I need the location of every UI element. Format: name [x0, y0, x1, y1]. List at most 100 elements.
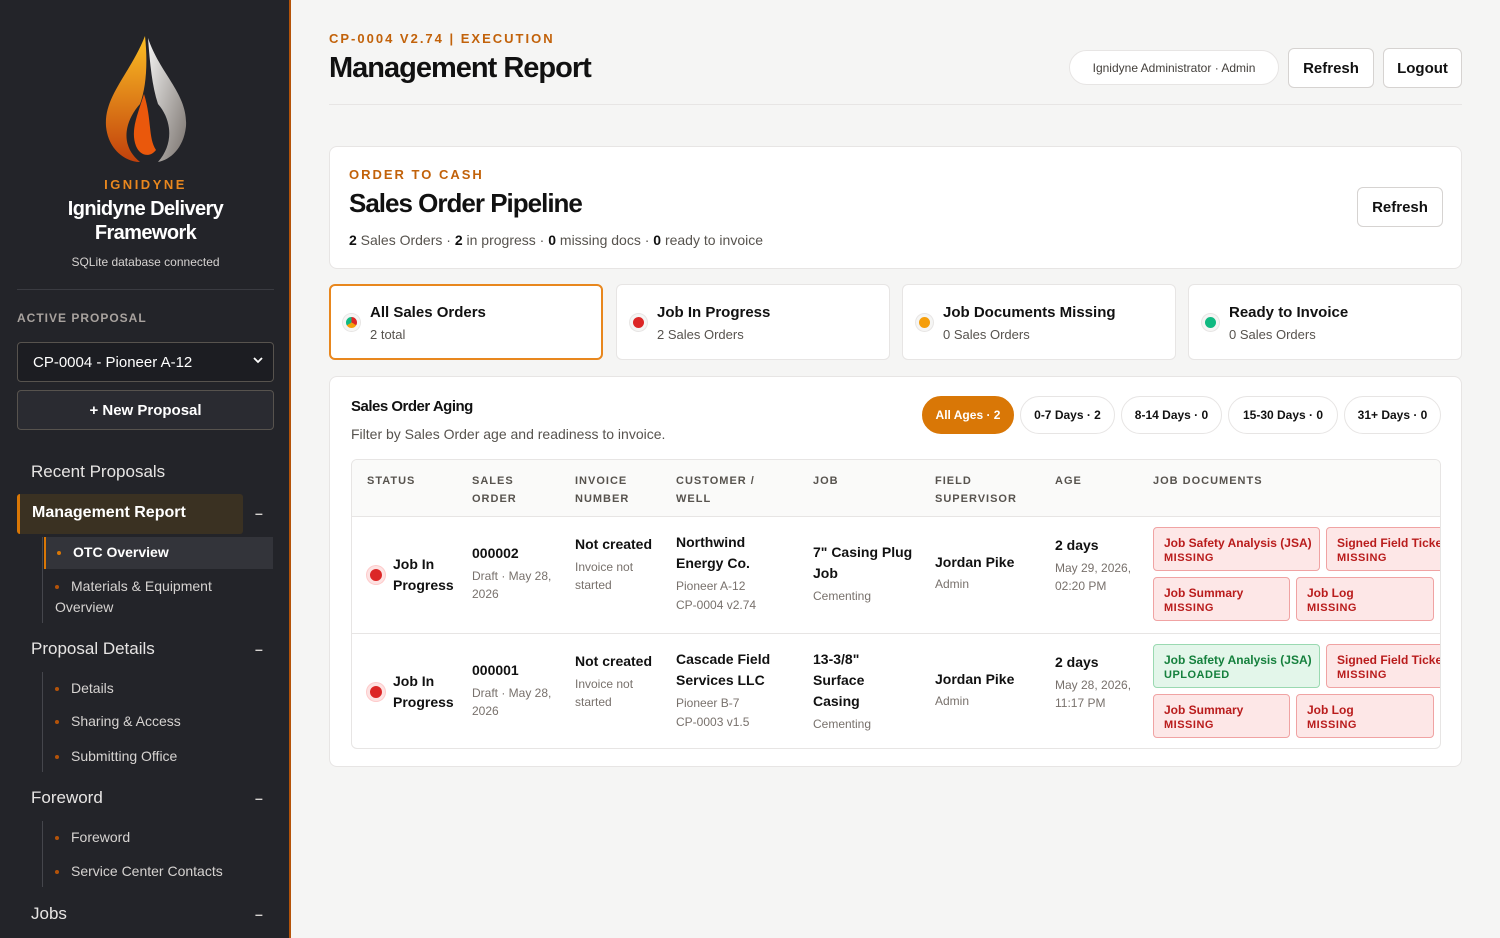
stat-title: All Sales Orders [370, 304, 486, 321]
doc-name: Job Log [1307, 586, 1354, 600]
bullet-icon [55, 585, 59, 590]
row-age-sub: May 28, 2026, 11:17 PM [1055, 678, 1132, 710]
col-invoice-number[interactable]: INVOICE NUMBER [575, 475, 630, 505]
collapse-icon[interactable]: – [255, 790, 263, 806]
row-customer: Northwind Energy Co. [676, 534, 750, 571]
nav-submitting-label: Submitting Office [71, 748, 178, 764]
header-divider [329, 104, 1462, 105]
nav-recent-proposals[interactable]: Recent Proposals [31, 462, 166, 481]
aging-title: Sales Order Aging [351, 398, 473, 415]
nav-proposal-details[interactable]: Proposal Details [31, 639, 155, 658]
active-proposal-value: CP-0004 - Pioneer A-12 [33, 353, 193, 371]
row-proposal: CP-0003 v1.5 [676, 715, 750, 729]
nav-foreword[interactable]: Foreword [55, 827, 130, 848]
row-age-sub: May 29, 2026, 02:20 PM [1055, 561, 1132, 593]
header-refresh-button[interactable]: Refresh [1288, 48, 1374, 88]
status-amber-icon [916, 314, 933, 331]
nav-otc-overview[interactable]: OTC Overview [44, 537, 273, 569]
flame-logo-icon [105, 36, 187, 162]
nav-otc-overview-label: OTC Overview [73, 544, 169, 560]
row-supervisor-role: Admin [935, 577, 970, 591]
page-kicker: CP-0004 V2.74 | EXECUTION [329, 31, 555, 46]
otc-kicker: ORDER TO CASH [349, 167, 484, 182]
chevron-down-icon [253, 357, 263, 364]
stat-title: Job In Progress [657, 304, 771, 321]
status-red-icon [367, 683, 385, 701]
nav-jobs[interactable]: Jobs [31, 904, 67, 923]
summary-ready: 0 [653, 232, 662, 248]
nav-materials-overview[interactable]: Materials & Equipment Overview [55, 576, 245, 618]
otc-refresh-button[interactable]: Refresh [1357, 187, 1443, 227]
chip-8-14-days[interactable]: 8-14 Days · 0 [1121, 396, 1222, 434]
doc-name: Job Safety Analysis (JSA) [1164, 653, 1312, 667]
row-supervisor: Jordan Pike [935, 671, 1015, 687]
status-red-icon [630, 314, 647, 331]
row-customer: Cascade Field Services LLC [676, 651, 771, 688]
bullet-icon [55, 755, 59, 760]
nav-management-report[interactable]: Management Report [17, 494, 243, 534]
table-row[interactable]: Job In Progress 000001 Draft · May 28, 2… [352, 633, 1441, 748]
nav-submitting-office[interactable]: Submitting Office [55, 746, 177, 767]
row-sales-order[interactable]: 000001 [472, 662, 519, 678]
doc-state: MISSING [1337, 669, 1387, 681]
otc-summary: 2 Sales Orders · 2 in progress · 0 missi… [349, 232, 763, 248]
doc-jsa[interactable]: Job Safety Analysis (JSA) UPLOADED [1153, 644, 1320, 688]
col-customer-well[interactable]: CUSTOMER / WELL [676, 475, 755, 505]
doc-job-summary[interactable]: Job Summary MISSING [1153, 577, 1290, 621]
doc-state: MISSING [1164, 719, 1214, 731]
active-proposal-label: ACTIVE PROPOSAL [17, 311, 147, 325]
collapse-icon[interactable]: – [255, 641, 263, 657]
table-row[interactable]: Job In Progress 000002 Draft · May 28, 2… [352, 517, 1440, 633]
active-proposal-select[interactable]: CP-0004 - Pioneer A-12 [17, 342, 274, 382]
col-age[interactable]: AGE [1055, 475, 1082, 487]
chip-31-plus-days[interactable]: 31+ Days · 0 [1344, 396, 1441, 434]
summary-progress: 2 [454, 232, 463, 248]
aging-subtitle: Filter by Sales Order age and readiness … [351, 426, 666, 442]
chip-0-7-days[interactable]: 0-7 Days · 2 [1020, 396, 1115, 434]
stat-title: Ready to Invoice [1229, 304, 1349, 321]
nav-service-center-contacts[interactable]: Service Center Contacts [55, 861, 223, 882]
doc-signed-field-ticket[interactable]: Signed Field Ticket MISSING [1326, 644, 1441, 688]
stat-sub: 2 total [370, 327, 406, 342]
stat-job-in-progress[interactable]: Job In Progress 2 Sales Orders [616, 284, 890, 360]
chip-15-30-days[interactable]: 15-30 Days · 0 [1228, 396, 1338, 434]
doc-job-summary[interactable]: Job Summary MISSING [1153, 694, 1290, 738]
sidebar-divider [17, 289, 274, 290]
user-badge[interactable]: Ignidyne Administrator · Admin [1069, 50, 1279, 85]
status-red-icon [367, 566, 385, 584]
doc-signed-field-ticket[interactable]: Signed Field Ticket MISSING [1326, 527, 1440, 571]
row-order-sub: Draft · May 28, 2026 [472, 686, 552, 718]
new-proposal-button[interactable]: + New Proposal [17, 390, 274, 430]
row-sales-order[interactable]: 000002 [472, 545, 519, 561]
doc-job-log[interactable]: Job Log MISSING [1296, 577, 1434, 621]
col-field-supervisor[interactable]: FIELD SUPERVISOR [935, 475, 1017, 505]
nav-sharing-label: Sharing & Access [71, 713, 181, 729]
row-invoice-sub: Invoice not started [575, 677, 634, 709]
stat-job-docs-missing[interactable]: Job Documents Missing 0 Sales Orders [902, 284, 1176, 360]
stat-title: Job Documents Missing [943, 304, 1116, 321]
nav-sharing-access[interactable]: Sharing & Access [55, 711, 181, 732]
nav-foreword-label: Foreword [71, 829, 131, 845]
logout-button[interactable]: Logout [1383, 48, 1462, 88]
col-sales-order[interactable]: SALES ORDER [472, 475, 517, 505]
otc-pipeline-card: ORDER TO CASH Sales Order Pipeline 2 Sal… [329, 146, 1462, 269]
collapse-icon[interactable]: – [255, 906, 263, 922]
doc-jsa[interactable]: Job Safety Analysis (JSA) MISSING [1153, 527, 1320, 571]
col-job[interactable]: JOB [813, 475, 839, 487]
row-job-sub: Cementing [813, 589, 872, 603]
stat-all-sales-orders[interactable]: All Sales Orders 2 total [329, 284, 603, 360]
nav-details[interactable]: Details [55, 678, 114, 699]
nav-foreword-group[interactable]: Foreword [31, 788, 103, 807]
summary-missing: 0 [548, 232, 557, 248]
stat-ready-to-invoice[interactable]: Ready to Invoice 0 Sales Orders [1188, 284, 1462, 360]
summary-ready-label: ready to invoice [661, 232, 764, 248]
col-status[interactable]: STATUS [367, 475, 416, 487]
table-header: STATUS SALES ORDER INVOICE NUMBER CUSTOM… [352, 460, 1440, 517]
collapse-icon[interactable]: – [255, 505, 263, 521]
doc-job-log[interactable]: Job Log MISSING [1296, 694, 1434, 738]
doc-name: Signed Field Ticket [1337, 653, 1441, 667]
chip-all-ages[interactable]: All Ages · 2 [922, 396, 1014, 434]
bullet-icon [55, 836, 59, 841]
col-job-documents[interactable]: JOB DOCUMENTS [1153, 475, 1263, 487]
row-job-sub: Cementing [813, 717, 872, 731]
